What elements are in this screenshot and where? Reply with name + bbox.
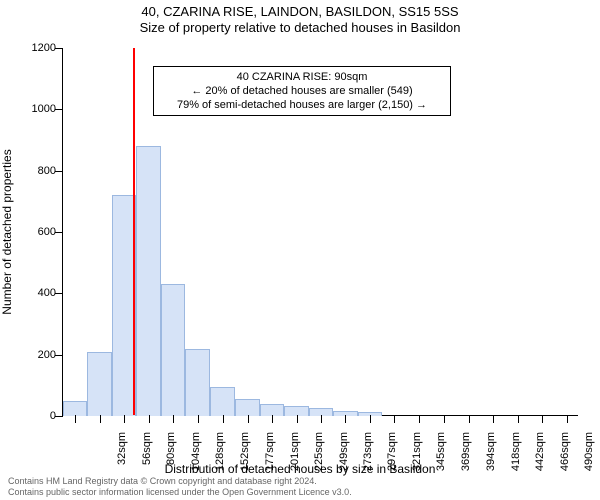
y-axis-label: Number of detached properties <box>0 149 14 314</box>
x-tick <box>345 415 346 423</box>
y-tick <box>55 416 63 417</box>
footer-attribution: Contains HM Land Registry data © Crown c… <box>8 476 352 498</box>
y-tick-label: 1000 <box>32 103 56 115</box>
histogram-bar <box>210 387 235 416</box>
y-tick <box>55 109 63 110</box>
plot-outer: 40 CZARINA RISE: 90sqm ← 20% of detached… <box>62 48 578 416</box>
plot-area: 40 CZARINA RISE: 90sqm ← 20% of detached… <box>62 48 578 416</box>
x-tick <box>173 415 174 423</box>
y-tick-label: 800 <box>38 165 56 177</box>
info-box-line-3: 79% of semi-detached houses are larger (… <box>162 98 442 112</box>
histogram-bar <box>161 284 185 416</box>
histogram-bar <box>185 349 209 416</box>
x-axis-label: Distribution of detached houses by size … <box>0 462 600 476</box>
y-tick-label: 400 <box>38 287 56 299</box>
info-box: 40 CZARINA RISE: 90sqm ← 20% of detached… <box>153 66 451 116</box>
y-tick-label: 200 <box>38 349 56 361</box>
x-tick <box>149 415 150 423</box>
x-tick <box>248 415 249 423</box>
chart-title-line-2: Size of property relative to detached ho… <box>0 20 600 36</box>
footer-line-2: Contains public sector information licen… <box>8 487 352 498</box>
x-tick <box>100 415 101 423</box>
x-tick <box>567 415 568 423</box>
y-tick <box>55 293 63 294</box>
x-tick <box>518 415 519 423</box>
y-tick-label: 1200 <box>32 42 56 54</box>
x-tick <box>297 415 298 423</box>
info-box-line-1: 40 CZARINA RISE: 90sqm <box>162 70 442 84</box>
x-tick <box>469 415 470 423</box>
y-tick-label: 600 <box>38 226 56 238</box>
chart-title-line-1: 40, CZARINA RISE, LAINDON, BASILDON, SS1… <box>0 4 600 20</box>
reference-vline <box>133 48 135 415</box>
x-tick <box>419 415 420 423</box>
histogram-bar <box>63 401 87 416</box>
chart-title-block: 40, CZARINA RISE, LAINDON, BASILDON, SS1… <box>0 4 600 36</box>
chart-container: { "title": { "line1": "40, CZARINA RISE,… <box>0 0 600 500</box>
x-tick <box>394 415 395 423</box>
x-tick <box>370 415 371 423</box>
x-tick <box>272 415 273 423</box>
histogram-bar <box>235 399 259 416</box>
x-tick <box>542 415 543 423</box>
x-tick <box>321 415 322 423</box>
footer-line-1: Contains HM Land Registry data © Crown c… <box>8 476 352 487</box>
x-tick <box>444 415 445 423</box>
y-tick-label: 0 <box>50 410 56 422</box>
x-tick <box>493 415 494 423</box>
y-tick <box>55 48 63 49</box>
histogram-bar <box>87 352 111 416</box>
x-tick <box>124 415 125 423</box>
info-box-line-2: ← 20% of detached houses are smaller (54… <box>162 84 442 98</box>
y-tick <box>55 171 63 172</box>
y-tick <box>55 355 63 356</box>
y-tick <box>55 232 63 233</box>
x-tick <box>223 415 224 423</box>
x-tick <box>198 415 199 423</box>
histogram-bar <box>136 146 160 416</box>
x-tick <box>75 415 76 423</box>
